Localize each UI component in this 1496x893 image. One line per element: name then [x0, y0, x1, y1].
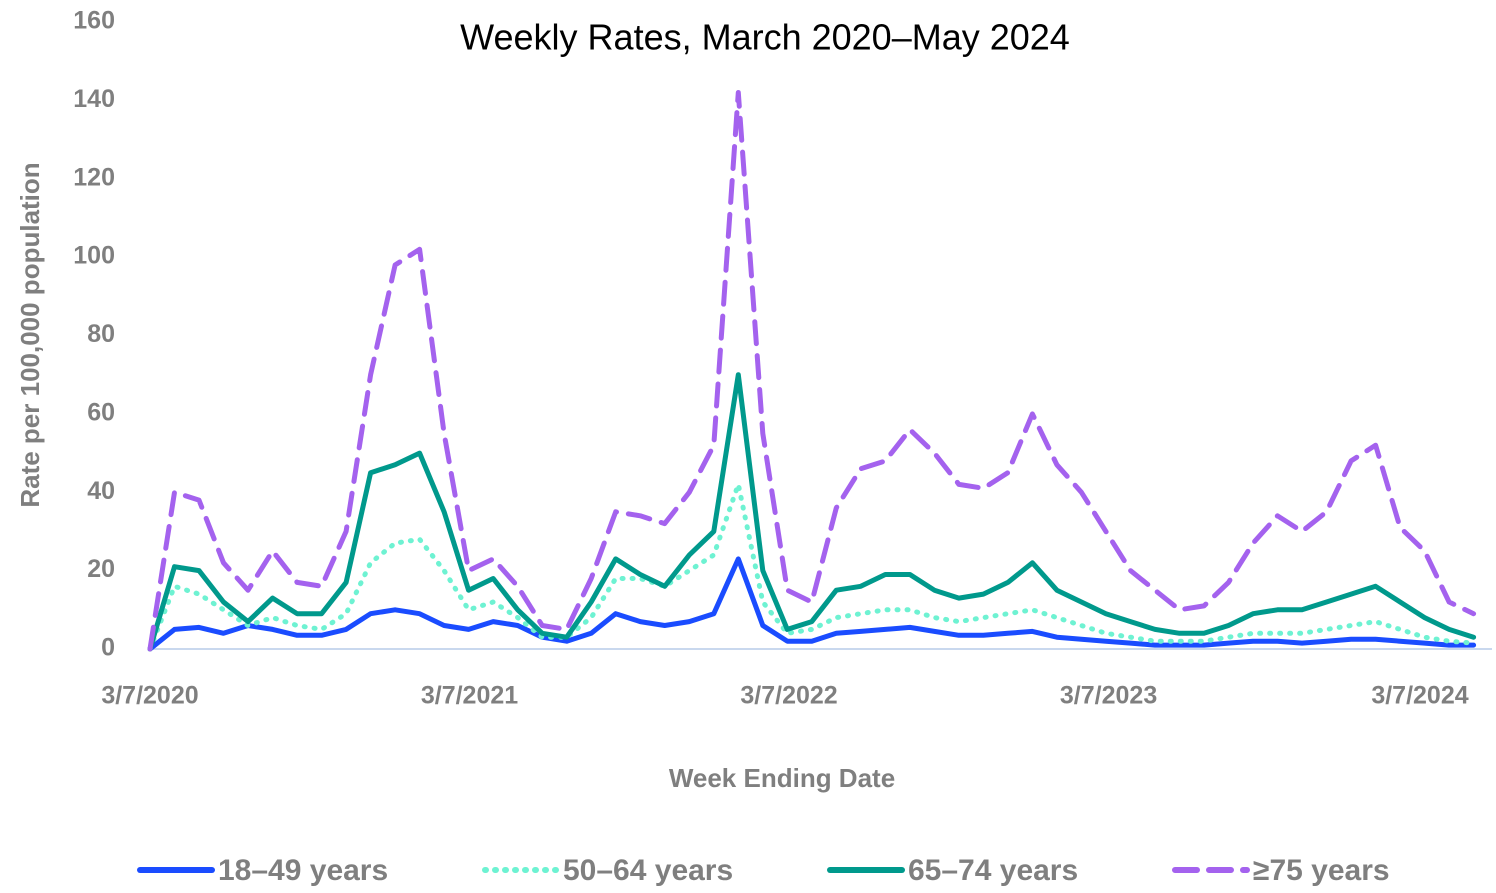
x-axis-title: Week Ending Date — [669, 763, 895, 793]
legend-label: 65–74 years — [908, 854, 1078, 887]
y-tick-label: 60 — [87, 398, 115, 426]
y-tick-label: 100 — [73, 242, 115, 270]
y-tick-label: 140 — [73, 85, 115, 113]
x-tick-label: 3/7/2020 — [101, 682, 198, 710]
series-line — [147, 90, 1477, 652]
legend-label: 50–64 years — [563, 854, 733, 887]
legend-label: 18–49 years — [218, 854, 388, 887]
y-tick-label: 160 — [73, 7, 115, 35]
y-tick-label: 20 — [87, 555, 115, 583]
y-axis-title: Rate per 100,000 population — [15, 162, 45, 507]
legend-label: ≥75 years — [1253, 854, 1390, 887]
y-tick-label: 40 — [87, 477, 115, 505]
y-tick-label: 0 — [101, 634, 115, 662]
chart-title: Weekly Rates, March 2020–May 2024 — [460, 17, 1070, 58]
series-line — [147, 481, 1477, 652]
x-tick-label: 3/7/2023 — [1060, 682, 1157, 710]
y-tick-label: 80 — [87, 320, 115, 348]
y-tick-label: 120 — [73, 163, 115, 191]
x-tick-label: 3/7/2022 — [740, 682, 837, 710]
series-line — [147, 372, 1477, 652]
x-tick-label: 3/7/2024 — [1371, 682, 1468, 710]
x-tick-label: 3/7/2021 — [421, 682, 518, 710]
series-line — [147, 556, 1477, 652]
